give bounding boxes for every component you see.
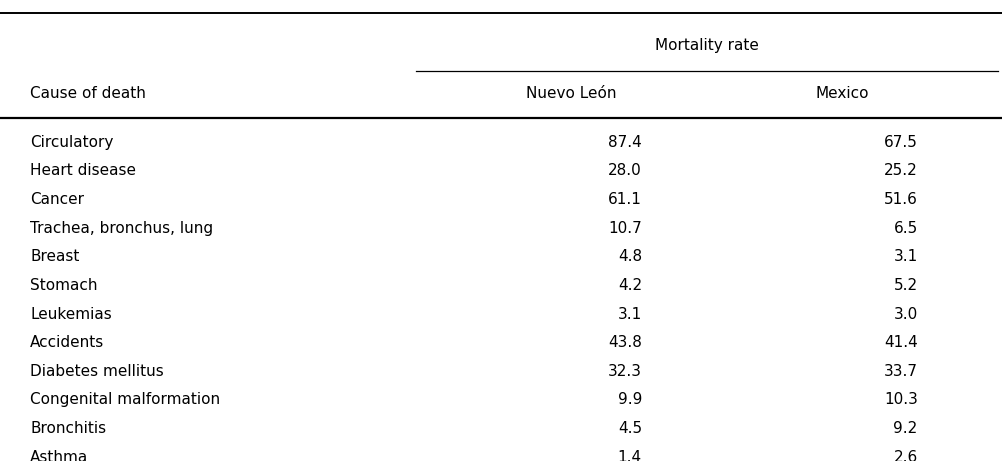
Text: 43.8: 43.8 (607, 335, 641, 350)
Text: 51.6: 51.6 (883, 192, 917, 207)
Text: Breast: Breast (30, 249, 79, 264)
Text: 4.2: 4.2 (617, 278, 641, 293)
Text: 4.8: 4.8 (617, 249, 641, 264)
Text: Diabetes mellitus: Diabetes mellitus (30, 364, 163, 379)
Text: Cause of death: Cause of death (30, 85, 146, 100)
Text: 5.2: 5.2 (893, 278, 917, 293)
Text: 9.9: 9.9 (617, 392, 641, 408)
Text: 10.7: 10.7 (607, 221, 641, 236)
Text: 87.4: 87.4 (607, 135, 641, 150)
Text: 3.1: 3.1 (617, 307, 641, 321)
Text: 3.0: 3.0 (893, 307, 917, 321)
Text: Mexico: Mexico (815, 85, 869, 100)
Text: Stomach: Stomach (30, 278, 97, 293)
Text: 3.1: 3.1 (893, 249, 917, 264)
Text: 25.2: 25.2 (883, 163, 917, 178)
Text: Asthma: Asthma (30, 450, 88, 461)
Text: Heart disease: Heart disease (30, 163, 136, 178)
Text: 10.3: 10.3 (883, 392, 917, 408)
Text: 41.4: 41.4 (883, 335, 917, 350)
Text: Accidents: Accidents (30, 335, 104, 350)
Text: 32.3: 32.3 (607, 364, 641, 379)
Text: Circulatory: Circulatory (30, 135, 113, 150)
Text: 4.5: 4.5 (617, 421, 641, 436)
Text: Cancer: Cancer (30, 192, 84, 207)
Text: 2.6: 2.6 (893, 450, 917, 461)
Text: 1.4: 1.4 (617, 450, 641, 461)
Text: Congenital malformation: Congenital malformation (30, 392, 220, 408)
Text: Trachea, bronchus, lung: Trachea, bronchus, lung (30, 221, 213, 236)
Text: 67.5: 67.5 (883, 135, 917, 150)
Text: Leukemias: Leukemias (30, 307, 112, 321)
Text: 6.5: 6.5 (893, 221, 917, 236)
Text: 33.7: 33.7 (883, 364, 917, 379)
Text: 9.2: 9.2 (893, 421, 917, 436)
Text: 61.1: 61.1 (607, 192, 641, 207)
Text: Bronchitis: Bronchitis (30, 421, 106, 436)
Text: Nuevo León: Nuevo León (526, 85, 616, 100)
Text: Mortality rate: Mortality rate (654, 38, 759, 53)
Text: 28.0: 28.0 (607, 163, 641, 178)
